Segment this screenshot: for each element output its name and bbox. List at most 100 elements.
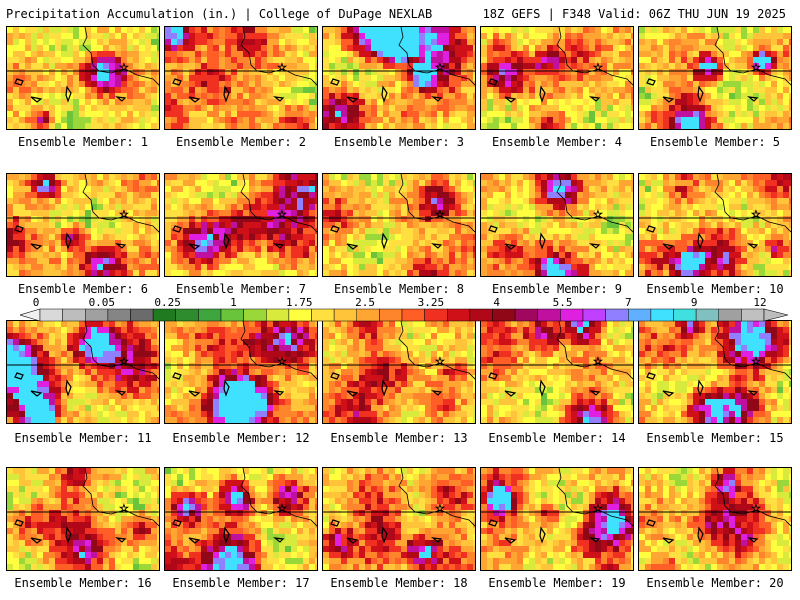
colorbar-segment — [198, 308, 222, 322]
lake-outline — [697, 526, 704, 544]
lake-outline — [346, 243, 359, 250]
colorbar-segment — [741, 308, 765, 322]
city-star-icon: ☆ — [435, 61, 445, 74]
colorbar-segment — [62, 308, 86, 322]
run-valid-time: 18Z GEFS | F348 Valid: 06Z THU JUN 19 20… — [482, 7, 786, 21]
city-star-icon: ☆ — [751, 355, 761, 368]
city-star-icon: ☆ — [751, 61, 761, 74]
lake-outline — [114, 537, 127, 543]
ensemble-member-map: ☆ — [638, 467, 792, 571]
colorbar-segment — [424, 308, 448, 322]
coastline — [240, 174, 317, 233]
city-star-icon: ☆ — [435, 355, 445, 368]
ensemble-member-label: Ensemble Member: 9 — [491, 282, 623, 296]
ensemble-member-label: Ensemble Member: 16 — [14, 576, 152, 590]
colorbar-scale — [20, 308, 789, 322]
lake-outline — [330, 78, 340, 86]
lake-outline — [746, 96, 759, 102]
colorbar-segment — [220, 308, 244, 322]
city-star-icon: ☆ — [593, 208, 603, 221]
ensemble-member-map: ☆ — [638, 26, 792, 130]
lake-outline — [172, 225, 182, 233]
ensemble-member-map: ☆ — [480, 26, 634, 130]
lake-outline — [381, 526, 388, 544]
lake-outline — [588, 96, 601, 102]
city-star-icon: ☆ — [277, 502, 287, 515]
lake-outline — [381, 379, 388, 397]
colorbar-segment — [537, 308, 561, 322]
ensemble-member-label: Ensemble Member: 2 — [175, 135, 307, 149]
city-star-icon: ☆ — [119, 502, 129, 515]
lake-outline — [172, 372, 182, 380]
colorbar-segment — [582, 308, 606, 322]
lake-outline — [223, 526, 230, 544]
ensemble-member-map: ☆ — [164, 26, 318, 130]
colorbar-segment — [650, 308, 674, 322]
lake-outline — [539, 232, 546, 250]
city-star-icon: ☆ — [593, 61, 603, 74]
precip-field-map: ☆ — [165, 174, 317, 276]
coastline — [240, 27, 317, 86]
coastline — [556, 468, 633, 527]
colorbar-segment — [130, 308, 154, 322]
lake-outline — [114, 390, 127, 396]
colorbar-segment — [356, 308, 380, 322]
colorbar: 0 0.05 0.25 1 1.75 2.5 3.25 4 5.5 7 9 12 — [20, 296, 790, 322]
city-star-icon: ☆ — [435, 208, 445, 221]
coastline — [714, 27, 791, 86]
precip-field-map: ☆ — [323, 174, 475, 276]
colorbar-segment — [39, 308, 63, 322]
lake-outline — [646, 78, 656, 86]
city-star-icon: ☆ — [119, 61, 129, 74]
ensemble-member-label: Ensemble Member: 10 — [646, 282, 784, 296]
coastline — [556, 27, 633, 86]
colorbar-segment — [447, 308, 471, 322]
colorbar-segment — [311, 308, 335, 322]
lake-outline — [539, 379, 546, 397]
ensemble-member-label: Ensemble Member: 17 — [172, 576, 310, 590]
lake-outline — [223, 85, 230, 103]
lake-outline — [504, 243, 517, 250]
ensemble-member-map: ☆ — [638, 173, 792, 277]
lake-outline — [697, 232, 704, 250]
colorbar-segment — [333, 308, 357, 322]
city-star-icon: ☆ — [119, 355, 129, 368]
coastline — [556, 174, 633, 233]
colorbar-segment — [266, 308, 290, 322]
lake-outline — [662, 537, 675, 544]
lake-outline — [662, 96, 675, 103]
precip-field-map: ☆ — [481, 468, 633, 570]
city-star-icon: ☆ — [751, 502, 761, 515]
header: Precipitation Accumulation (in.) | Colle… — [6, 5, 786, 23]
lake-outline — [14, 519, 24, 527]
coastline — [398, 321, 475, 380]
precip-field-map: ☆ — [7, 174, 159, 276]
ensemble-member-map: ☆ — [164, 467, 318, 571]
coastline — [556, 321, 633, 380]
ensemble-member-map: ☆ — [322, 320, 476, 424]
colorbar-segment — [152, 308, 176, 322]
lake-outline — [346, 390, 359, 397]
ensemble-member-map: ☆ — [480, 467, 634, 571]
colorbar-segment — [175, 308, 199, 322]
lake-outline — [646, 519, 656, 527]
colorbar-tick-label: 1.75 — [286, 296, 313, 309]
precip-field-map: ☆ — [481, 27, 633, 129]
lake-outline — [330, 225, 340, 233]
precip-field-map: ☆ — [481, 174, 633, 276]
lake-outline — [488, 519, 498, 527]
lake-outline — [14, 372, 24, 380]
ensemble-member-label: Ensemble Member: 12 — [172, 431, 310, 445]
precip-field-map: ☆ — [165, 27, 317, 129]
lake-outline — [65, 232, 72, 250]
lake-outline — [539, 85, 546, 103]
lake-outline — [114, 243, 127, 249]
lake-outline — [662, 243, 675, 250]
precip-field-map: ☆ — [7, 27, 159, 129]
ensemble-member-map: ☆ — [322, 467, 476, 571]
ensemble-member-map: ☆ — [164, 320, 318, 424]
colorbar-segment — [673, 308, 697, 322]
lake-outline — [30, 537, 43, 544]
precip-field-map: ☆ — [323, 321, 475, 423]
lake-outline — [330, 519, 340, 527]
